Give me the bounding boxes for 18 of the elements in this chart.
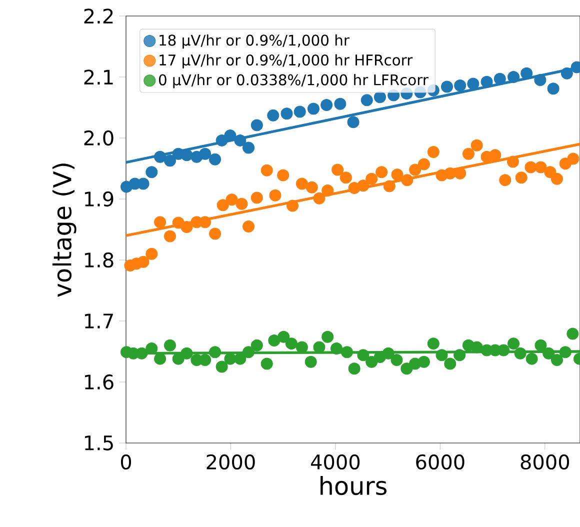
y-axis-title: voltage (V): [52, 164, 76, 297]
x-tick-label: 6000: [416, 454, 464, 470]
y-tick-label: 2.1: [84, 70, 113, 84]
y-tick-label: 1.8: [85, 252, 114, 268]
x-tick-label: 4000: [310, 454, 360, 470]
x-tick-label: 0: [120, 454, 132, 470]
legend-label: 17 µV/hr or 0.9%/1,000 hr HFRcorr: [160, 54, 413, 68]
legend-label: 0 µV/hr or 0.0338%/1,000 hr LFRcorr: [158, 74, 428, 88]
y-tick-label: 1.6: [85, 374, 114, 390]
x-tick-label: 8000: [520, 454, 570, 470]
legend-label: 18 µV/hr or 0.9%/1,000 hr: [160, 34, 350, 49]
y-tick-label: 1.9: [85, 191, 114, 207]
y-tick-label: 2.0: [84, 130, 114, 146]
y-tick-label: 2.2: [84, 8, 113, 24]
x-tick-label: 2000: [206, 454, 255, 470]
y-tick-label: 1.7: [85, 314, 113, 328]
x-axis-title: hours: [320, 476, 386, 496]
y-tick-label: 1.5: [85, 436, 113, 450]
